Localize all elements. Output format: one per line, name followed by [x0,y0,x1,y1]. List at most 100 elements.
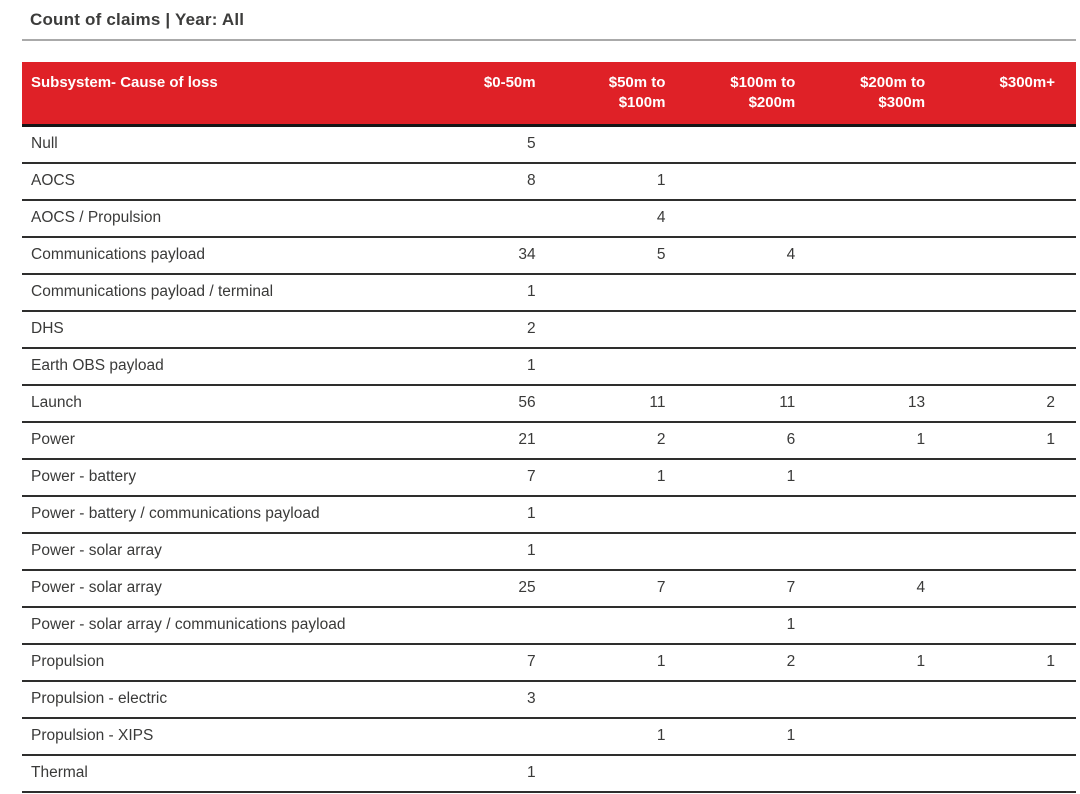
table-row: Earth OBS payload 1 [22,347,1076,386]
count-cell [556,310,687,349]
count-cell [426,199,557,238]
table-row: Propulsion 7 1 2 1 1 [22,643,1076,682]
count-cell [556,680,687,719]
count-cell: 1 [556,162,687,201]
column-header-range: $100m to $200m [686,62,817,125]
count-cell [946,532,1076,571]
count-cell: 13 [816,384,947,423]
count-cell [946,125,1076,164]
count-cell: 1 [946,643,1076,682]
row-label: Thermal [22,754,427,793]
count-cell [686,347,817,386]
count-cell: 1 [426,347,557,386]
count-cell: 1 [426,495,557,534]
count-cell: 4 [556,199,687,238]
count-cell: 5 [556,236,687,275]
count-cell: 7 [556,569,687,608]
table-row: AOCS 8 1 [22,162,1076,201]
count-cell [686,125,817,164]
table-row: Communications payload 34 5 4 [22,236,1076,275]
count-cell [946,347,1076,386]
count-cell [816,236,947,275]
count-cell [946,606,1076,645]
row-label: Power [22,421,427,460]
count-cell [816,162,947,201]
row-label: Earth OBS payload [22,347,427,386]
title-divider [22,39,1076,41]
count-cell: 2 [946,384,1076,423]
count-cell [686,273,817,312]
row-label: Communications payload / terminal [22,273,427,312]
count-cell: 11 [686,384,817,423]
row-label: Power - battery / communications payload [22,495,427,534]
count-cell [816,495,947,534]
count-cell [946,310,1076,349]
row-label: Power - solar array [22,532,427,571]
row-label: Null [22,125,427,164]
count-cell: 3 [426,680,557,719]
count-cell: 1 [556,643,687,682]
row-label: Propulsion - XIPS [22,717,427,756]
table-row: DHS 2 [22,310,1076,349]
count-cell [686,680,817,719]
count-cell [946,680,1076,719]
count-cell [946,236,1076,275]
table-row: Power 21 2 6 1 1 [22,421,1076,460]
count-cell: 5 [426,125,557,164]
table-header: Subsystem- Cause of loss $0-50m $50m to $… [22,62,1076,125]
count-cell [556,347,687,386]
count-cell [816,199,947,238]
count-cell [816,717,947,756]
count-cell [686,495,817,534]
count-cell: 1 [686,717,817,756]
table-row: Null 5 [22,125,1076,164]
table-row: Communications payload / terminal 1 [22,273,1076,312]
row-label: Propulsion - electric [22,680,427,719]
row-label: Launch [22,384,427,423]
count-cell: 2 [686,643,817,682]
count-cell: 34 [426,236,557,275]
table-row: Propulsion - XIPS 1 1 [22,717,1076,756]
count-cell: 1 [686,606,817,645]
table-row: Power - solar array 1 [22,532,1076,571]
count-cell [946,754,1076,793]
count-cell [946,458,1076,497]
count-cell [426,717,557,756]
count-cell: 7 [686,569,817,608]
row-label: AOCS / Propulsion [22,199,427,238]
count-cell: 1 [426,754,557,793]
count-cell [556,495,687,534]
count-cell [946,717,1076,756]
count-cell [426,606,557,645]
count-cell: 2 [556,421,687,460]
count-cell [946,495,1076,534]
count-cell [946,569,1076,608]
row-label: DHS [22,310,427,349]
count-cell: 21 [426,421,557,460]
count-cell: 1 [426,273,557,312]
count-cell [816,532,947,571]
count-cell: 7 [426,458,557,497]
table-row: Propulsion - electric 3 [22,680,1076,719]
row-label: AOCS [22,162,427,201]
count-cell [946,162,1076,201]
count-cell [556,754,687,793]
count-cell [686,532,817,571]
row-label: Power - solar array [22,569,427,608]
count-cell [946,199,1076,238]
table-body: Null 5 AOCS 8 1 AOCS / Propulsion 4 Communicati… [22,125,1076,794]
count-cell [816,754,947,793]
row-label: Propulsion [22,643,427,682]
count-cell: 4 [816,569,947,608]
count-cell: 1 [816,643,947,682]
count-cell: 7 [426,643,557,682]
count-cell: 6 [686,421,817,460]
count-cell: 56 [426,384,557,423]
count-cell [816,310,947,349]
count-cell [816,680,947,719]
count-cell: 1 [816,421,947,460]
count-cell [686,199,817,238]
table-header-row: Subsystem- Cause of loss $0-50m $50m to $… [22,62,1076,125]
count-cell [946,273,1076,312]
count-cell [816,273,947,312]
